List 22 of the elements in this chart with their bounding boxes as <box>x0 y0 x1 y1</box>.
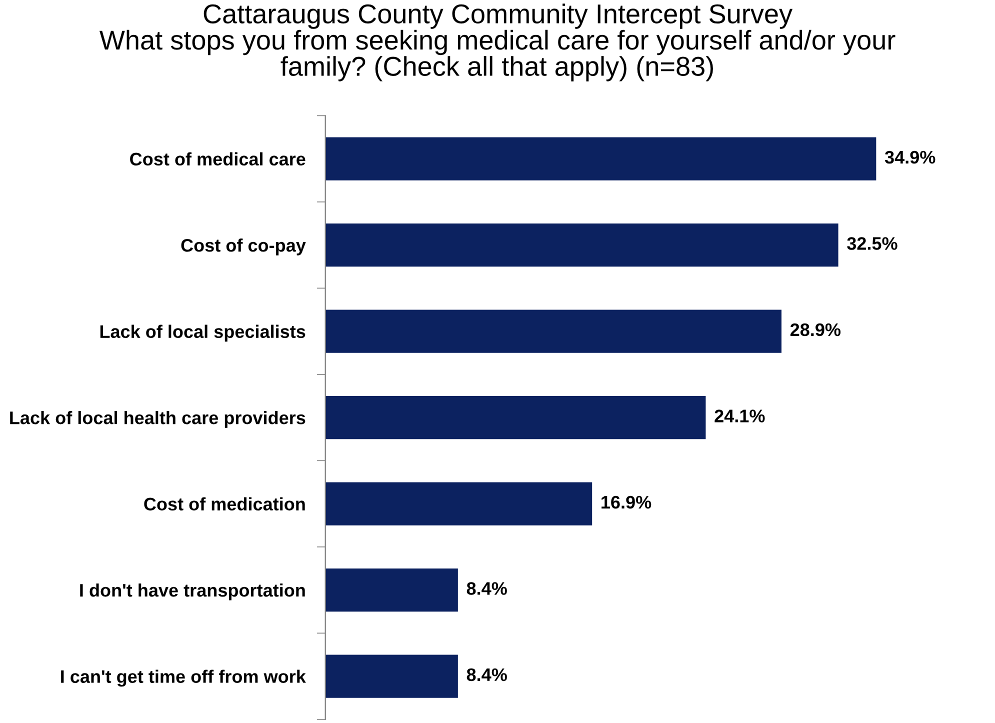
y-tick-label: Lack of local specialists <box>100 324 306 342</box>
bar <box>325 482 592 526</box>
bar <box>325 223 838 267</box>
y-tick-label: Lack of local health care providers <box>10 410 306 428</box>
data-label: 8.4% <box>466 582 507 595</box>
y-tick-label: I can't get time off from work <box>61 670 306 687</box>
y-tick-label: Cost of medication <box>144 497 305 510</box>
data-label: 34.9% <box>884 150 936 164</box>
y-tick-label: Cost of medical care <box>130 152 306 166</box>
bar <box>325 396 706 440</box>
data-label: 32.5% <box>847 237 898 250</box>
bar <box>325 137 876 180</box>
data-label: 24.1% <box>714 410 765 422</box>
data-label: 28.9% <box>790 323 841 336</box>
y-tick-label: Cost of co-pay <box>181 238 306 256</box>
bar <box>325 568 458 612</box>
data-label: 8.4% <box>466 668 507 682</box>
y-tick-label: I don't have transportation <box>80 583 305 600</box>
bar <box>325 654 458 698</box>
chart-title: Cattaraugus County Community Intercept Survey What stops you from seeking medical care for yourself and/or your family? (Check all that apply) (n=83) <box>99 4 896 82</box>
data-label: 16.9% <box>602 496 652 509</box>
bar <box>325 310 782 353</box>
